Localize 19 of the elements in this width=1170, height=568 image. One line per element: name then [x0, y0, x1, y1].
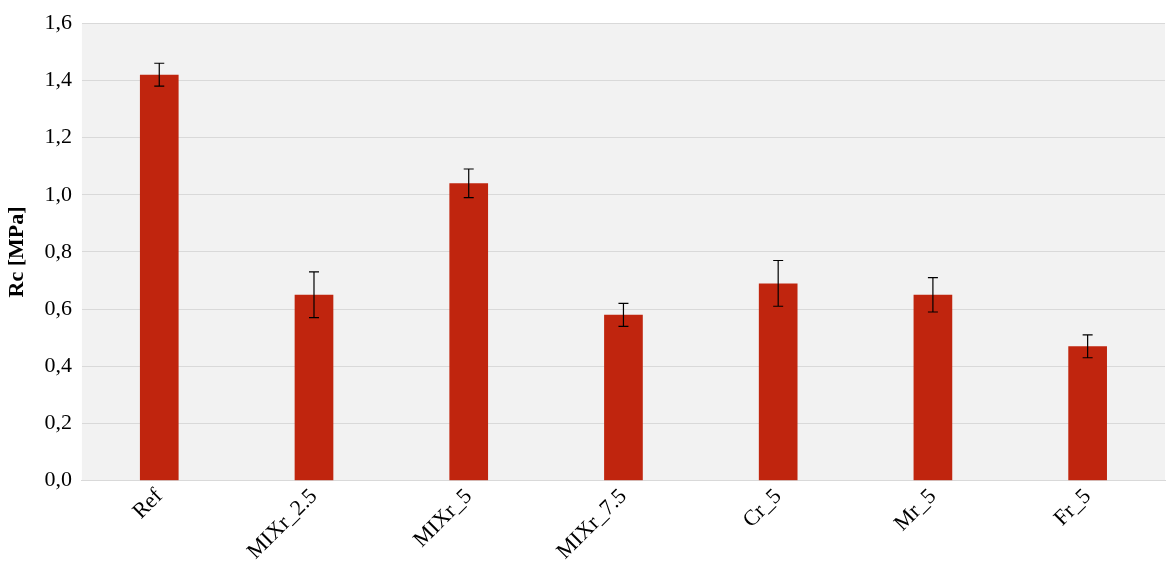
bar [139, 74, 179, 481]
y-tick-label: 0,2 [44, 409, 72, 435]
bar [913, 294, 953, 481]
bar [1068, 346, 1107, 481]
y-tick-label: 1,4 [44, 66, 72, 92]
y-tick-label: 1,6 [44, 8, 72, 34]
y-tick-label: 1,2 [44, 123, 72, 149]
y-tick-label: 0,0 [44, 466, 72, 492]
y-tick-label: 0,8 [44, 237, 72, 263]
bar [294, 294, 334, 481]
bar [449, 183, 489, 481]
x-tick-label: Cr_5 [737, 482, 786, 532]
bar [758, 283, 798, 481]
bar [604, 314, 643, 481]
y-tick-label: 0,4 [44, 352, 72, 378]
x-tick-label: Ref [126, 482, 168, 524]
y-axis-title: Rc [MPa] [2, 206, 28, 298]
y-tick-label: 1,0 [44, 180, 72, 206]
y-tick-label: 0,6 [44, 294, 72, 320]
